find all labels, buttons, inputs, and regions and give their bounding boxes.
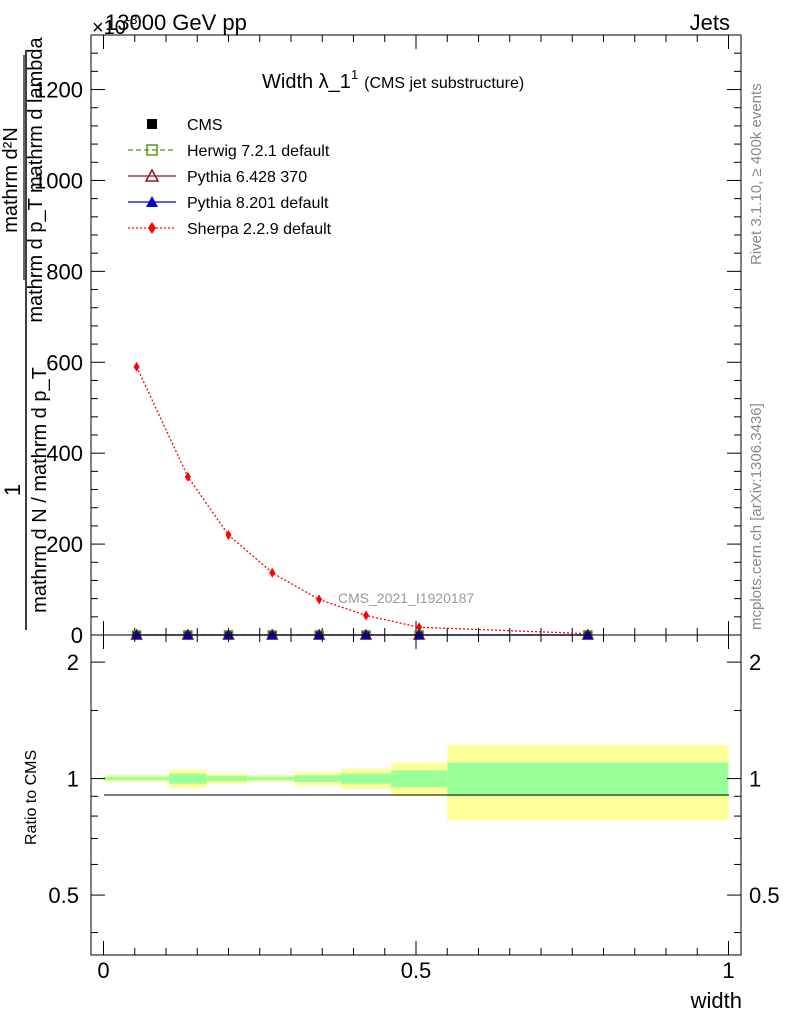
title-superscript: 1 (351, 67, 358, 82)
ratio-inner-band (391, 770, 448, 788)
mcplots-label: mcplots.cern.ch [arXiv:1306.3436] (748, 403, 765, 630)
main-ytick-label: 1200 (34, 78, 83, 103)
y-label-denominator: mathrm d N / mathrm d p_T (29, 367, 51, 613)
data-point (363, 610, 369, 621)
ratio-inner-band (103, 776, 170, 781)
data-point (184, 471, 191, 482)
ratio-ytick-label-right: 0.5 (749, 883, 780, 908)
ratio-ytick-label-right: 1 (749, 767, 761, 792)
legend-label: Herwig 7.2.1 default (187, 143, 330, 160)
legend-label: Pythia 6.428 370 (187, 169, 307, 186)
ratio-bands-layer (103, 745, 729, 821)
legend-label: CMS (187, 117, 223, 134)
main-ytick-label: 800 (46, 259, 83, 284)
title-main: Width λ_1 (262, 71, 351, 93)
data-point (416, 622, 423, 633)
plot-title: Width λ_11 (CMS jet substructure) (262, 67, 524, 93)
exponent-power: -3 (126, 12, 138, 27)
ratio-inner-band (294, 775, 341, 782)
ratio-ytick-label: 0.5 (48, 883, 79, 908)
ratio-y-ticks: 0.5 0.5 1 1 2 2 (48, 650, 780, 934)
legend-label: Pythia 8.201 default (187, 195, 329, 212)
main-ytick-label: 200 (46, 532, 83, 557)
main-ytick-label: 600 (46, 350, 83, 375)
ratio-inner-band (247, 776, 295, 781)
ratio-inner-band (341, 773, 391, 784)
ratio-inner-band (206, 776, 248, 782)
y-label-numerator-prefix: 1 (0, 484, 25, 496)
ratio-ytick-label-right: 2 (749, 650, 761, 675)
ratio-inner-band (169, 773, 207, 784)
ratio-xtick-label: 0 (97, 958, 109, 983)
main-ytick-label: 400 (46, 441, 83, 466)
ratio-x-ticks: 0 0.5 1 (97, 635, 735, 983)
main-ytick-label: 1000 (34, 168, 83, 193)
legend: CMS Herwig 7.2.1 default Pythia 6.428 370 P… (128, 117, 332, 238)
y-label-numerator: mathrm d²N (0, 127, 22, 233)
exponent-base: ×10 (92, 17, 126, 39)
main-y-ticks: 0 200 400 600 800 1000 1200 (34, 34, 741, 648)
legend-marker (148, 222, 156, 234)
header-right-label: Jets (690, 10, 730, 35)
data-point (225, 530, 232, 540)
header-left-label: 13000 GeV pp (105, 10, 247, 35)
main-ytick-label: 0 (71, 623, 83, 648)
y-axis-label: 1 mathrm d N / mathrm d p_T mathrm d²N m… (0, 36, 51, 630)
analysis-watermark: CMS_2021_I1920187 (338, 590, 474, 606)
legend-marker (146, 196, 158, 207)
legend-marker (144, 168, 160, 182)
legend-marker (146, 144, 158, 156)
y-label-numerator-sub: mathrm d p_T mathrm d lambda (25, 36, 47, 322)
title-sub: (CMS jet substructure) (364, 75, 524, 92)
ratio-ytick-label: 2 (67, 650, 79, 675)
legend-marker (147, 119, 157, 129)
data-point (269, 567, 276, 578)
ratio-xtick-label: 0.5 (401, 958, 432, 983)
legend-label: Sherpa 2.2.9 default (187, 221, 332, 238)
x-axis-label: width (690, 988, 742, 1013)
ratio-axis-label: Ratio to CMS (23, 750, 40, 845)
data-point (316, 594, 323, 605)
ratio-ytick-label: 1 (67, 767, 79, 792)
exponent-label: ×10-3 (92, 12, 138, 39)
series-line (136, 366, 588, 635)
ratio-xtick-label: 1 (722, 958, 734, 983)
rivet-version-label: Rivet 3.1.10, ≥ 400k events (748, 83, 765, 265)
ratio-inner-band (447, 762, 729, 797)
data-point (133, 361, 140, 372)
